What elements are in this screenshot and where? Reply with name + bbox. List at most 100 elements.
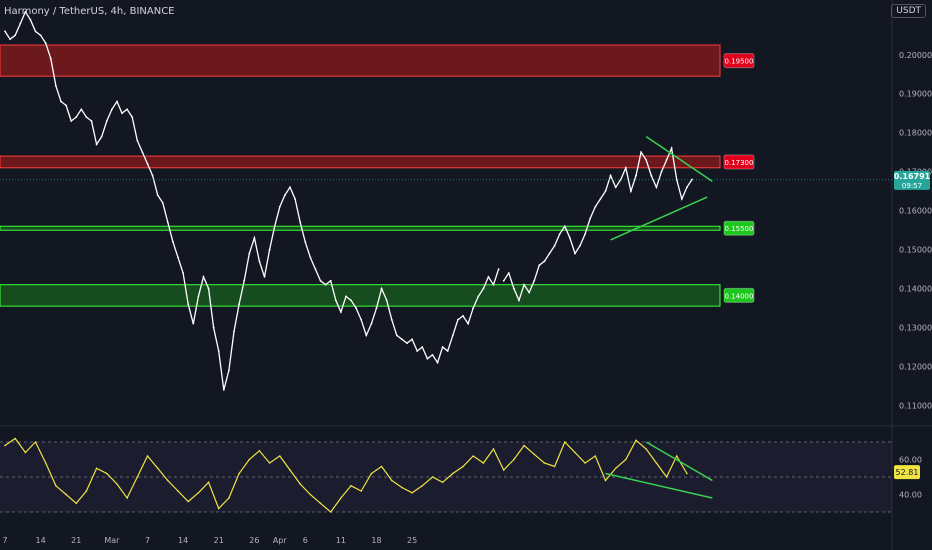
- price-point: [100, 135, 103, 138]
- price-point: [299, 221, 302, 224]
- price-point: [314, 268, 317, 271]
- price-point: [24, 10, 27, 13]
- price-point: [116, 100, 118, 103]
- price-point: [9, 38, 11, 41]
- rsi-point: [421, 484, 424, 487]
- zone-label-3: 0.14000: [725, 292, 754, 300]
- zone-label-0: 0.19500: [725, 58, 754, 66]
- price-point: [457, 318, 459, 321]
- rsi-point: [472, 455, 474, 457]
- rsi-tick-label: 40.00: [899, 491, 922, 500]
- price-point: [278, 205, 281, 208]
- price-point: [19, 22, 22, 25]
- rsi-point: [238, 472, 240, 475]
- rsi-point: [574, 451, 576, 454]
- price-point: [574, 252, 576, 255]
- price-tick-label: 0.11000: [899, 402, 932, 411]
- time-tick-label: 21: [71, 536, 81, 545]
- price-point: [558, 233, 561, 235]
- price-point: [345, 295, 347, 298]
- price-tick-label: 0.13000: [899, 324, 932, 333]
- rsi-point: [75, 502, 78, 505]
- price-point: [161, 201, 164, 204]
- price-series-line-0: [4, 10, 500, 391]
- rsi-point: [4, 444, 6, 447]
- price-point: [105, 120, 108, 122]
- price-point: [691, 178, 693, 181]
- price-point: [686, 186, 688, 189]
- price-point: [360, 318, 363, 321]
- rsi-point: [604, 479, 607, 482]
- price-point: [39, 34, 42, 37]
- price-point: [309, 256, 312, 259]
- price-point: [630, 190, 632, 193]
- price-point: [85, 116, 88, 119]
- price-point: [670, 147, 673, 150]
- rsi-point: [370, 472, 373, 475]
- rsi-value-label: 52.81: [896, 468, 919, 477]
- price-point: [416, 350, 419, 352]
- rsi-point: [411, 491, 413, 494]
- price-point: [507, 272, 510, 274]
- price-point: [599, 198, 602, 200]
- price-point: [131, 116, 134, 119]
- support-zone-3: [0, 284, 721, 307]
- price-point: [126, 108, 129, 111]
- rsi-point: [167, 479, 169, 482]
- price-point: [283, 194, 286, 196]
- currency-badge[interactable]: USDT: [891, 4, 926, 18]
- time-tick-label: 14: [178, 536, 188, 545]
- price-point: [635, 174, 637, 177]
- rsi-line: [4, 437, 688, 513]
- price-point: [502, 279, 505, 282]
- rsi-point: [401, 486, 403, 489]
- zone-label-box-1: [723, 154, 755, 170]
- rsi-point: [309, 493, 312, 496]
- rsi-point: [248, 458, 251, 461]
- price-tick-label: 0.14000: [899, 285, 932, 294]
- rsi-point: [299, 483, 301, 485]
- price-point: [675, 178, 678, 181]
- zone-label-1: 0.17300: [725, 159, 754, 167]
- price-point: [446, 350, 449, 352]
- price-tick-label: 0.19000: [899, 90, 932, 99]
- time-tick-label: Mar: [104, 536, 120, 545]
- price-point: [350, 299, 352, 302]
- time-tick-label: 25: [407, 536, 417, 545]
- price-series-line-1: [503, 145, 693, 303]
- price-point: [355, 307, 358, 309]
- price-point: [624, 166, 627, 169]
- price-point: [543, 260, 546, 263]
- price-point: [65, 104, 67, 107]
- price-point: [645, 159, 648, 161]
- rsi-point: [441, 481, 444, 484]
- rsi-point: [553, 465, 556, 468]
- price-tick-label: 0.12000: [899, 363, 932, 372]
- price-point: [451, 334, 454, 337]
- rsi-tick-label: 60.00: [899, 456, 922, 465]
- time-tick-label: 7: [145, 536, 150, 545]
- price-point: [258, 260, 261, 263]
- price-point: [334, 299, 337, 302]
- price-point: [426, 357, 429, 360]
- resistance-zone-1: [0, 155, 721, 169]
- rsi-point: [390, 479, 393, 482]
- rsi-point: [431, 476, 434, 478]
- price-point: [436, 361, 439, 364]
- time-tick-label: 6: [303, 536, 308, 545]
- price-point: [319, 279, 322, 282]
- price-point: [268, 248, 271, 251]
- price-point: [273, 225, 276, 228]
- price-point: [156, 194, 159, 196]
- price-point: [518, 299, 520, 302]
- price-point: [70, 120, 73, 122]
- rsi-point: [340, 497, 342, 499]
- rsi-point: [594, 455, 597, 457]
- price-point: [253, 237, 256, 239]
- price-point: [523, 283, 525, 286]
- rsi-point: [543, 462, 546, 464]
- price-trendline-0: [645, 135, 713, 183]
- price-point: [44, 42, 47, 44]
